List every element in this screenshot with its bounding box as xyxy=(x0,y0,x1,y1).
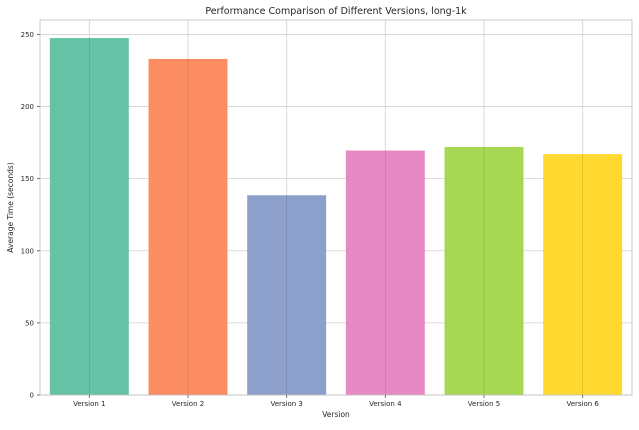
x-tick-label: Version 5 xyxy=(468,400,500,408)
x-tick-label: Version 1 xyxy=(73,400,105,408)
bar-3 xyxy=(247,195,327,395)
x-tick-label: Version 4 xyxy=(369,400,402,408)
x-axis-label: Version xyxy=(322,410,350,419)
x-tick-label: Version 3 xyxy=(270,400,302,408)
x-tick-label: Version 2 xyxy=(172,400,204,408)
y-axis-ticks: 0 50 100 150 200 250 xyxy=(21,31,40,400)
y-tick-label: 150 xyxy=(21,175,34,183)
y-tick-label: 200 xyxy=(21,103,34,111)
x-tick-label: Version 6 xyxy=(566,400,599,408)
y-tick-label: 50 xyxy=(25,319,34,327)
x-axis-ticks: Version 1 Version 2 Version 3 Version 4 Vers… xyxy=(73,395,599,408)
bar-5 xyxy=(444,146,524,395)
chart-title: Performance Comparison of Different Vers… xyxy=(205,6,467,17)
bar-1 xyxy=(49,38,129,396)
bar-2 xyxy=(148,58,228,395)
y-tick-label: 250 xyxy=(21,31,34,39)
y-axis-label: Average Time (seconds) xyxy=(6,162,15,253)
bar-4 xyxy=(345,150,425,395)
bar-6 xyxy=(543,154,623,395)
y-tick-label: 0 xyxy=(30,392,34,400)
bars xyxy=(49,38,623,396)
plot-frame xyxy=(39,19,633,396)
y-tick-label: 100 xyxy=(21,247,34,255)
